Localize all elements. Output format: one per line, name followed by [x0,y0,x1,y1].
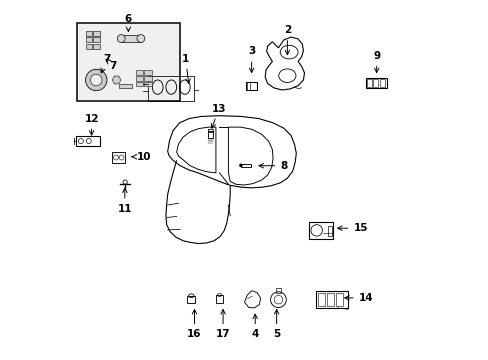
Text: 4: 4 [251,314,258,339]
Bar [144,70,151,75]
Bar [315,291,347,308]
Text: 3: 3 [247,46,255,73]
Bar [144,76,151,81]
Text: 11: 11 [117,188,132,213]
Text: 6: 6 [124,14,132,31]
Bar [317,293,324,306]
Text: 1: 1 [182,54,190,83]
Bar [77,23,180,102]
Bar [144,82,151,86]
Text: 17: 17 [215,310,230,339]
Bar [85,37,92,42]
Bar [85,31,92,36]
Bar [328,226,331,237]
Bar [135,70,142,75]
Bar [187,296,195,303]
Bar [373,79,378,87]
Bar [119,84,132,88]
Bar [365,78,386,88]
Text: 5: 5 [272,310,280,339]
Text: 9: 9 [372,51,380,73]
Text: 8: 8 [259,161,287,171]
Polygon shape [112,76,121,84]
Circle shape [85,69,107,91]
Bar [76,136,100,146]
Text: 15: 15 [337,223,367,233]
Bar [135,76,142,81]
Bar [379,79,384,87]
Bar [93,44,100,49]
Text: 12: 12 [84,113,99,135]
Text: 14: 14 [344,293,372,303]
Bar [308,222,332,239]
Circle shape [90,74,102,86]
Circle shape [239,163,242,167]
Bar [148,76,193,101]
Bar [121,35,141,42]
Bar [207,129,213,132]
Bar [135,82,142,86]
Bar [241,163,250,167]
Bar [245,82,257,90]
Text: 13: 13 [211,104,225,128]
Bar [93,31,100,36]
Bar [85,44,92,49]
Bar [275,288,281,293]
Bar [216,296,223,303]
Text: 16: 16 [187,310,202,339]
Text: 7: 7 [106,59,117,71]
Bar [93,37,100,42]
Text: 10: 10 [131,152,151,162]
Bar [326,293,333,306]
Text: 2: 2 [283,25,290,55]
Bar [111,152,125,163]
Text: 7: 7 [101,54,110,73]
Circle shape [137,35,144,42]
Bar [366,79,371,87]
Bar [207,131,213,138]
Circle shape [117,35,125,42]
Bar [336,293,343,306]
